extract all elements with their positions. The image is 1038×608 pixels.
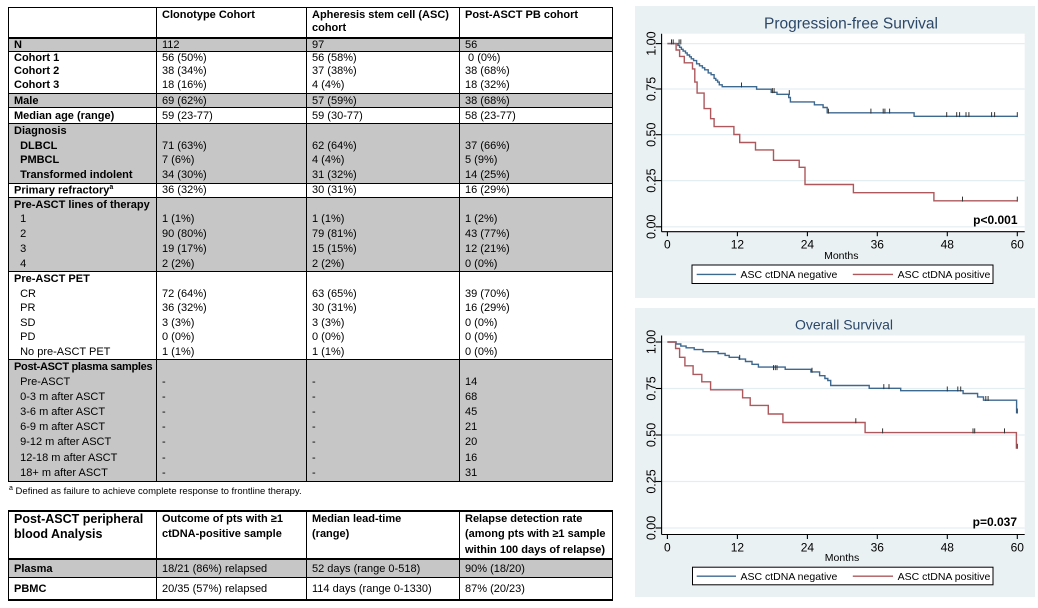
- svg-text:12: 12: [731, 238, 745, 252]
- svg-text:48: 48: [941, 541, 955, 555]
- svg-text:0.50: 0.50: [644, 423, 658, 447]
- svg-text:Months: Months: [825, 552, 859, 564]
- svg-text:0.50: 0.50: [644, 122, 658, 146]
- svg-text:ASC ctDNA negative: ASC ctDNA negative: [741, 571, 838, 583]
- svg-text:36: 36: [871, 541, 885, 555]
- svg-text:24: 24: [801, 238, 815, 252]
- svg-text:p<0.001: p<0.001: [973, 213, 1018, 227]
- svg-text:ASC ctDNA positive: ASC ctDNA positive: [898, 269, 991, 281]
- svg-text:0.00: 0.00: [644, 215, 658, 239]
- svg-text:1.00: 1.00: [644, 31, 658, 55]
- svg-text:48: 48: [941, 238, 955, 252]
- svg-text:ASC ctDNA positive: ASC ctDNA positive: [898, 571, 991, 583]
- svg-text:Overall Survival: Overall Survival: [795, 317, 893, 333]
- svg-text:24: 24: [801, 541, 815, 555]
- svg-text:0.25: 0.25: [644, 168, 658, 192]
- svg-text:36: 36: [871, 238, 885, 252]
- svg-text:1.00: 1.00: [644, 330, 658, 354]
- svg-text:0: 0: [664, 238, 671, 252]
- svg-text:Progression-free Survival: Progression-free Survival: [764, 16, 938, 33]
- svg-text:12: 12: [731, 541, 745, 555]
- svg-text:ASC ctDNA negative: ASC ctDNA negative: [741, 269, 838, 281]
- svg-text:0.00: 0.00: [644, 516, 658, 540]
- svg-text:60: 60: [1011, 238, 1025, 252]
- svg-text:0.25: 0.25: [644, 469, 658, 493]
- svg-text:0.75: 0.75: [644, 376, 658, 400]
- svg-text:0.75: 0.75: [644, 77, 658, 101]
- svg-text:0: 0: [664, 541, 671, 555]
- svg-text:Months: Months: [824, 250, 858, 262]
- svg-text:p=0.037: p=0.037: [973, 515, 1018, 529]
- svg-text:60: 60: [1011, 541, 1025, 555]
